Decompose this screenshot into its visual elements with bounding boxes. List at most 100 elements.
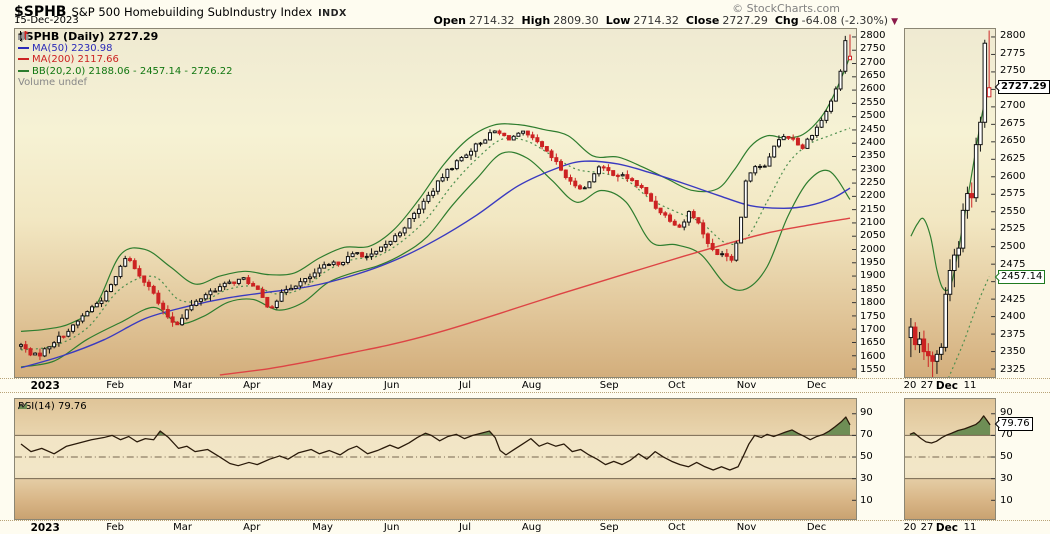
ohlc-quote-row: Open 2714.32 High 2809.30 Low 2714.32 Close 272… <box>426 14 898 27</box>
x-axis-label: Jun <box>383 522 400 533</box>
y-axis-label: 2200 <box>860 190 886 202</box>
y-axis-label: 2500 <box>860 110 886 122</box>
ma200-swatch <box>18 58 29 60</box>
legend-ma200-row: MA(200) 2117.66 <box>18 54 233 66</box>
chg-label: Chg <box>774 14 799 27</box>
mini-x-axis: 20 27 Dec 11 <box>901 378 1050 393</box>
y-axis-label: 1750 <box>860 310 886 322</box>
chart-date: 15-Dec-2023 <box>14 15 79 26</box>
x-axis-label: Jul <box>458 380 472 391</box>
y-axis-label: 2475 <box>1000 258 1026 270</box>
close-value: 2727.29 <box>722 14 768 27</box>
x-axis-label: 2023 <box>30 380 60 392</box>
y-axis-label: 2250 <box>860 176 886 188</box>
rsi-y-axis-label: 10 <box>860 495 873 506</box>
y-axis-label: 1900 <box>860 270 886 282</box>
x-axis-label: Jun <box>383 380 400 391</box>
y-axis-label: 1950 <box>860 257 886 269</box>
rsi-y-axis-label: 30 <box>1000 473 1013 484</box>
rsi-value-flag: 79.76 <box>998 417 1033 432</box>
x-axis-label: Apr <box>243 380 261 391</box>
y-axis-label: 2700 <box>1000 100 1026 112</box>
legend-ma50-label: MA(50) 2230.98 <box>32 42 113 54</box>
x-axis-label: Jul <box>458 522 472 533</box>
legend-ma200-label: MA(200) 2117.66 <box>32 54 119 65</box>
rsi-y-axis-label: 10 <box>1000 495 1013 506</box>
y-axis-label: 2575 <box>1000 188 1026 200</box>
header: $SPHB S&P 500 Homebuilding SubIndustry In… <box>14 1 347 20</box>
y-axis-label: 2400 <box>1000 311 1026 323</box>
legend-volume-label: Volume undef <box>18 77 88 88</box>
y-axis-label: 2150 <box>860 203 886 215</box>
y-axis-label: 2550 <box>860 96 886 108</box>
legend-series-label: $SPHB (Daily) 2727.29 <box>18 30 159 43</box>
x-axis-label: Nov <box>736 522 757 533</box>
down-triangle-icon: ▼ <box>891 17 898 27</box>
legend-bb-row: BB(20,2.0) 2188.06 - 2457.14 - 2726.22 <box>18 66 233 78</box>
exchange-tag: INDX <box>318 8 347 19</box>
chg-value: -64.08 (-2.30%) <box>801 14 889 27</box>
legend-ma50-row: MA(50) 2230.98 <box>18 43 233 55</box>
y-axis-label: 2050 <box>860 230 886 242</box>
rsi-y-axis-label: 70 <box>860 429 873 440</box>
main-price-plot <box>18 34 856 376</box>
close-label: Close <box>685 14 720 27</box>
rsi-y-axis-label: 50 <box>860 451 873 462</box>
x-axis-label: 20 <box>903 380 917 391</box>
y-axis-label: 1600 <box>860 350 886 362</box>
y-axis-label: 2750 <box>860 43 886 55</box>
low-label: Low <box>605 14 631 27</box>
y-axis-label: 2650 <box>1000 135 1026 147</box>
mini-rsi-x-axis: 20 27 Dec 11 <box>901 520 1050 534</box>
main-price-panel: $SPHB (Daily) 2727.29 MA(50) 2230.98 MA(… <box>14 28 857 378</box>
y-axis-label: 2650 <box>860 70 886 82</box>
volume-bars-icon <box>18 32 29 40</box>
rsi-label: RSI(14) 79.76 <box>18 401 87 412</box>
x-axis-label: 27 <box>920 380 934 391</box>
y-axis-label: 2375 <box>1000 328 1026 340</box>
y-axis-label: 1650 <box>860 337 886 349</box>
low-value: 2714.32 <box>633 14 679 27</box>
x-axis-label: Dec <box>806 380 827 391</box>
x-axis-label: May <box>312 522 333 533</box>
stockcharts-copyright-link[interactable]: © StockCharts.com <box>732 2 840 15</box>
y-axis-label: 2100 <box>860 217 886 229</box>
ma50-swatch <box>18 46 29 49</box>
rsi-panel: RSI(14) 79.76 <box>14 398 857 520</box>
main-legend: $SPHB (Daily) 2727.29 MA(50) 2230.98 MA(… <box>18 31 233 89</box>
y-axis-label: 1550 <box>860 364 886 375</box>
y-axis-label: 2700 <box>860 56 886 68</box>
x-axis-label: 20 <box>903 522 917 533</box>
rsi-y-axis-label: 90 <box>1000 407 1013 418</box>
x-axis-label: Oct <box>667 380 686 391</box>
x-axis-label: Apr <box>243 522 261 533</box>
x-axis-label: Feb <box>106 522 125 533</box>
rsi-legend-row: RSI(14) 79.76 <box>18 401 87 412</box>
x-axis-label: Feb <box>106 380 125 391</box>
x-axis-label: 2023 <box>30 522 60 534</box>
x-axis-label: Aug <box>521 380 542 391</box>
high-value: 2809.30 <box>553 14 599 27</box>
y-axis-label: 2425 <box>1000 293 1026 305</box>
rsi-x-axis: 2023 Feb Mar Apr May Jun Jul Aug Sep Oct Nov Dec <box>0 520 901 534</box>
x-axis-label: Mar <box>173 522 193 533</box>
y-axis-label: 2625 <box>1000 153 1026 165</box>
x-axis-label: Dec <box>935 380 958 392</box>
symbol: $SPHB <box>14 4 67 20</box>
bb-mid-flag: 2457.14 <box>998 270 1046 285</box>
x-axis-label: Oct <box>667 522 686 533</box>
index-name: S&P 500 Homebuilding SubIndustry Index <box>71 5 313 19</box>
y-axis-label: 2300 <box>860 163 886 175</box>
x-axis-label: Aug <box>521 522 542 533</box>
rsi-y-axis-label: 30 <box>860 473 873 484</box>
x-axis-label: Mar <box>173 380 193 391</box>
rsi-plot <box>15 413 856 501</box>
y-axis-label: 2800 <box>1000 30 1026 41</box>
x-axis-label: 11 <box>963 522 977 533</box>
x-axis-label: Dec <box>935 522 958 534</box>
high-label: High <box>521 14 551 27</box>
open-label: Open <box>433 14 466 27</box>
rsi-y-axis-label: 50 <box>1000 451 1013 462</box>
bb-swatch <box>18 69 29 72</box>
